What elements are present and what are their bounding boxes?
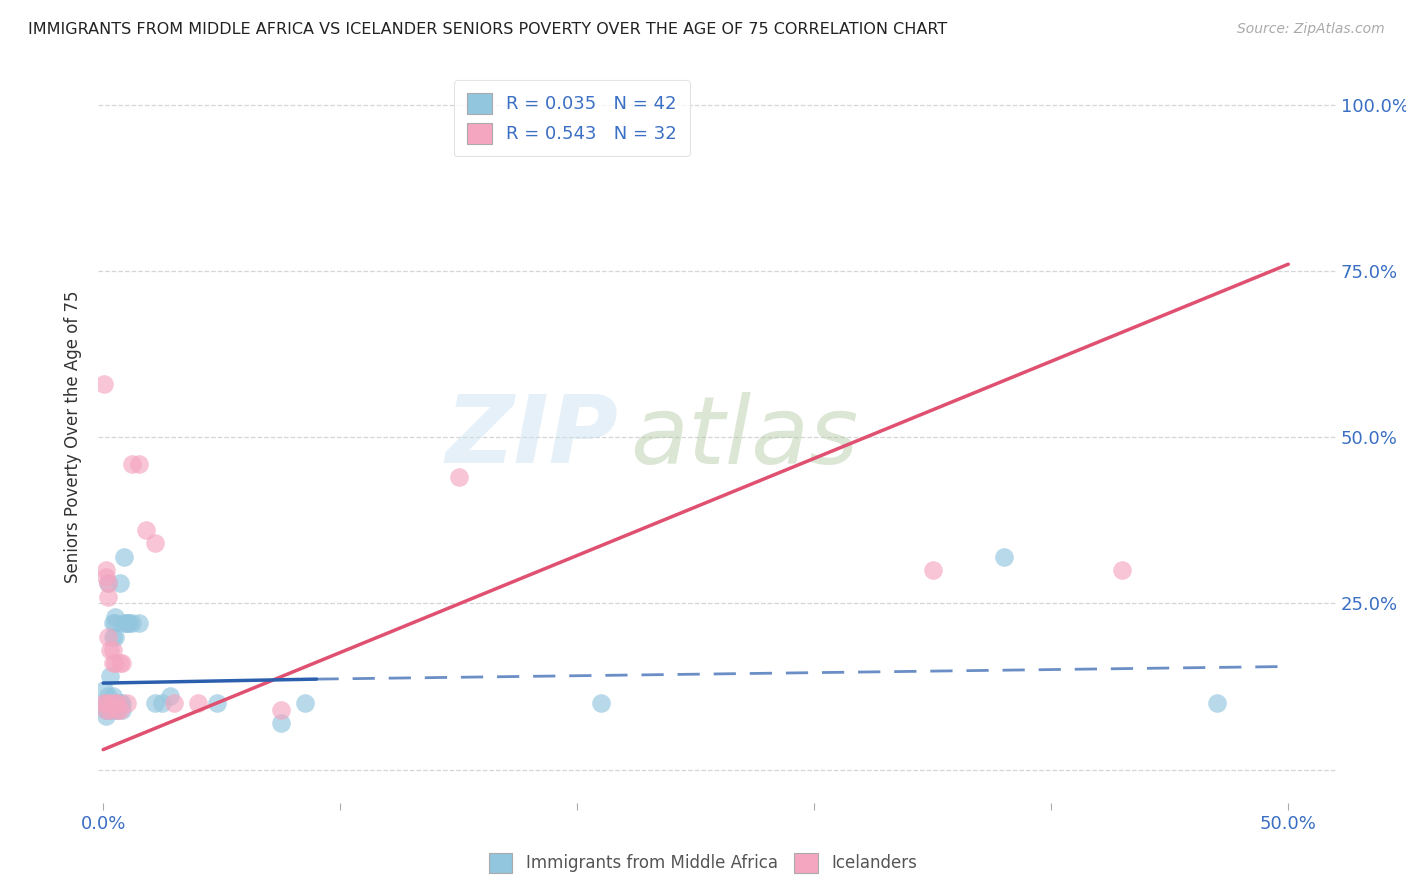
Point (97, 590, 120, 604)
Point (101, 630, 124, 644)
Point (94, 696, 117, 710)
Point (101, 643, 124, 657)
Point (98, 696, 121, 710)
Point (97, 576, 120, 591)
Point (1111, 563, 1133, 577)
Point (115, 696, 138, 710)
Point (111, 703, 134, 717)
Point (97, 576, 120, 591)
Point (294, 696, 316, 710)
Point (108, 696, 131, 710)
Point (135, 523, 157, 537)
Point (143, 536, 166, 550)
Point (104, 609, 127, 624)
Point (111, 656, 134, 670)
Point (101, 690, 124, 704)
Point (447, 470, 470, 484)
Point (163, 696, 186, 710)
Point (94, 563, 117, 577)
Point (101, 696, 124, 710)
Point (921, 563, 943, 577)
Point (105, 696, 128, 710)
Point (121, 616, 143, 631)
Point (115, 616, 138, 631)
Point (94, 709, 117, 723)
Point (98, 703, 121, 717)
Point (97, 696, 120, 710)
Point (993, 549, 1015, 564)
Point (98, 703, 121, 717)
Point (104, 703, 127, 717)
Point (1206, 696, 1229, 710)
Point (270, 716, 292, 731)
Text: IMMIGRANTS FROM MIDDLE AFRICA VS ICELANDER SENIORS POVERTY OVER THE AGE OF 75 CO: IMMIGRANTS FROM MIDDLE AFRICA VS ICELAND… (28, 22, 948, 37)
Point (97, 703, 120, 717)
Point (105, 703, 128, 717)
Point (93, 682, 115, 697)
Point (115, 616, 138, 631)
Text: ZIP: ZIP (446, 391, 619, 483)
Point (128, 457, 150, 471)
Point (108, 576, 131, 591)
Point (94, 570, 117, 584)
Point (121, 457, 143, 471)
Text: Source: ZipAtlas.com: Source: ZipAtlas.com (1237, 22, 1385, 37)
Point (97, 690, 120, 704)
Point (270, 703, 292, 717)
Point (104, 616, 127, 631)
Point (93, 376, 115, 391)
Point (98, 696, 121, 710)
Point (98, 643, 121, 657)
Point (108, 703, 131, 717)
Point (114, 616, 136, 631)
Legend: Immigrants from Middle Africa, Icelanders: Immigrants from Middle Africa, Icelander… (482, 847, 924, 880)
Point (94, 703, 117, 717)
Y-axis label: Seniors Poverty Over the Age of 75: Seniors Poverty Over the Age of 75 (65, 291, 83, 583)
Point (143, 696, 166, 710)
Text: atlas: atlas (630, 392, 859, 483)
Point (98, 696, 121, 710)
Point (94, 696, 117, 710)
Point (118, 616, 141, 631)
Point (94, 703, 117, 717)
Point (152, 696, 174, 710)
Point (101, 616, 124, 631)
Point (97, 630, 120, 644)
Point (105, 703, 128, 717)
Point (114, 549, 136, 564)
Point (104, 630, 127, 644)
Point (128, 616, 150, 631)
Point (205, 696, 228, 710)
Point (98, 669, 121, 683)
Point (104, 656, 127, 670)
Point (108, 656, 131, 670)
Point (104, 696, 127, 710)
Point (111, 696, 134, 710)
Legend: R = 0.035   N = 42, R = 0.543   N = 32: R = 0.035 N = 42, R = 0.543 N = 32 (454, 80, 689, 156)
Point (105, 696, 128, 710)
Point (159, 690, 181, 704)
Point (93, 696, 115, 710)
Point (589, 696, 612, 710)
Point (187, 696, 209, 710)
Point (101, 656, 124, 670)
